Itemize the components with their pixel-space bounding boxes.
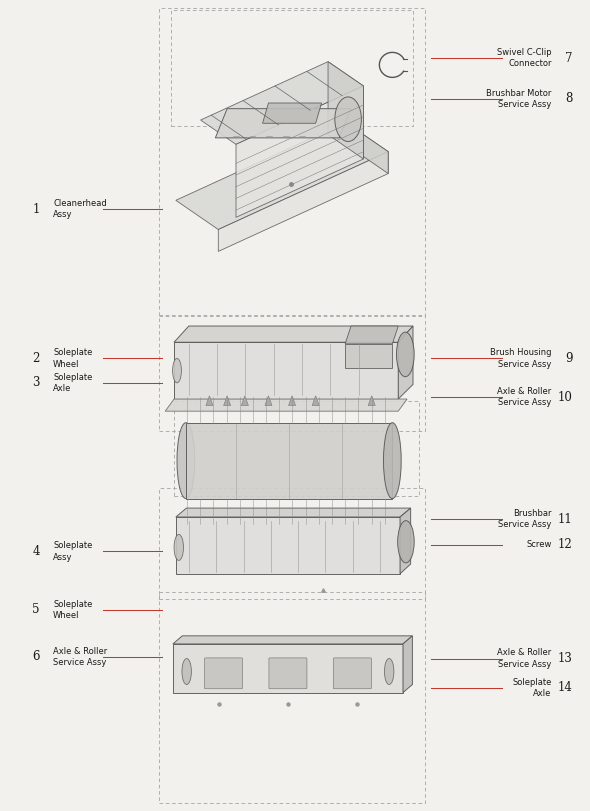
Polygon shape: [265, 396, 272, 406]
FancyBboxPatch shape: [333, 658, 371, 689]
Polygon shape: [176, 517, 400, 574]
Text: 1: 1: [32, 203, 40, 216]
Text: Soleplate
Wheel: Soleplate Wheel: [53, 600, 93, 620]
Ellipse shape: [172, 358, 182, 383]
Polygon shape: [368, 396, 375, 406]
Text: 8: 8: [565, 92, 572, 105]
Text: 7: 7: [565, 52, 572, 65]
FancyBboxPatch shape: [269, 658, 307, 689]
Text: Axle & Roller
Service Assy: Axle & Roller Service Assy: [497, 388, 552, 407]
Polygon shape: [173, 636, 412, 644]
Text: 12: 12: [558, 539, 572, 551]
Polygon shape: [165, 399, 407, 411]
Polygon shape: [174, 326, 413, 342]
Polygon shape: [215, 109, 351, 138]
Text: 5: 5: [32, 603, 40, 616]
Text: Soleplate
Assy: Soleplate Assy: [53, 542, 93, 561]
Text: 13: 13: [558, 652, 572, 665]
Text: Brushbar
Service Assy: Brushbar Service Assy: [499, 509, 552, 529]
Ellipse shape: [396, 332, 414, 376]
Text: Axle & Roller
Service Assy: Axle & Roller Service Assy: [497, 649, 552, 668]
Ellipse shape: [174, 534, 183, 560]
Text: 4: 4: [32, 545, 40, 558]
Text: Brushbar Motor
Service Assy: Brushbar Motor Service Assy: [486, 89, 552, 109]
Polygon shape: [398, 326, 413, 399]
Ellipse shape: [177, 423, 195, 499]
Text: 14: 14: [558, 681, 572, 694]
Polygon shape: [400, 508, 411, 574]
Polygon shape: [174, 342, 398, 399]
Polygon shape: [345, 344, 392, 368]
Polygon shape: [328, 62, 363, 159]
Polygon shape: [403, 636, 412, 693]
Polygon shape: [176, 122, 388, 230]
Text: Axle & Roller
Service Assy: Axle & Roller Service Assy: [53, 647, 107, 667]
Polygon shape: [312, 396, 319, 406]
Polygon shape: [218, 152, 388, 251]
Ellipse shape: [385, 659, 394, 684]
Text: 9: 9: [565, 352, 572, 365]
Polygon shape: [345, 326, 398, 344]
Text: 11: 11: [558, 513, 572, 526]
Ellipse shape: [384, 423, 401, 499]
Text: 2: 2: [32, 352, 40, 365]
Polygon shape: [186, 423, 392, 499]
Text: Swivel C-Clip
Connector: Swivel C-Clip Connector: [497, 49, 552, 68]
Polygon shape: [263, 103, 322, 123]
Text: Soleplate
Wheel: Soleplate Wheel: [53, 349, 93, 368]
Ellipse shape: [398, 521, 414, 563]
Polygon shape: [346, 122, 388, 174]
Ellipse shape: [182, 659, 191, 684]
Text: Brush Housing
Service Assy: Brush Housing Service Assy: [490, 349, 552, 368]
Polygon shape: [176, 508, 411, 517]
Polygon shape: [224, 396, 231, 406]
Text: Screw: Screw: [526, 540, 552, 550]
FancyBboxPatch shape: [205, 658, 242, 689]
Polygon shape: [236, 86, 363, 217]
Text: 10: 10: [558, 391, 572, 404]
Text: 3: 3: [32, 376, 40, 389]
Text: 6: 6: [32, 650, 40, 663]
Polygon shape: [289, 396, 296, 406]
Ellipse shape: [335, 97, 361, 141]
Text: Soleplate
Axle: Soleplate Axle: [512, 678, 552, 697]
Polygon shape: [241, 396, 248, 406]
Text: Cleanerhead
Assy: Cleanerhead Assy: [53, 200, 107, 219]
Text: Soleplate
Axle: Soleplate Axle: [53, 373, 93, 393]
Polygon shape: [201, 62, 363, 144]
Polygon shape: [173, 644, 403, 693]
Polygon shape: [206, 396, 213, 406]
